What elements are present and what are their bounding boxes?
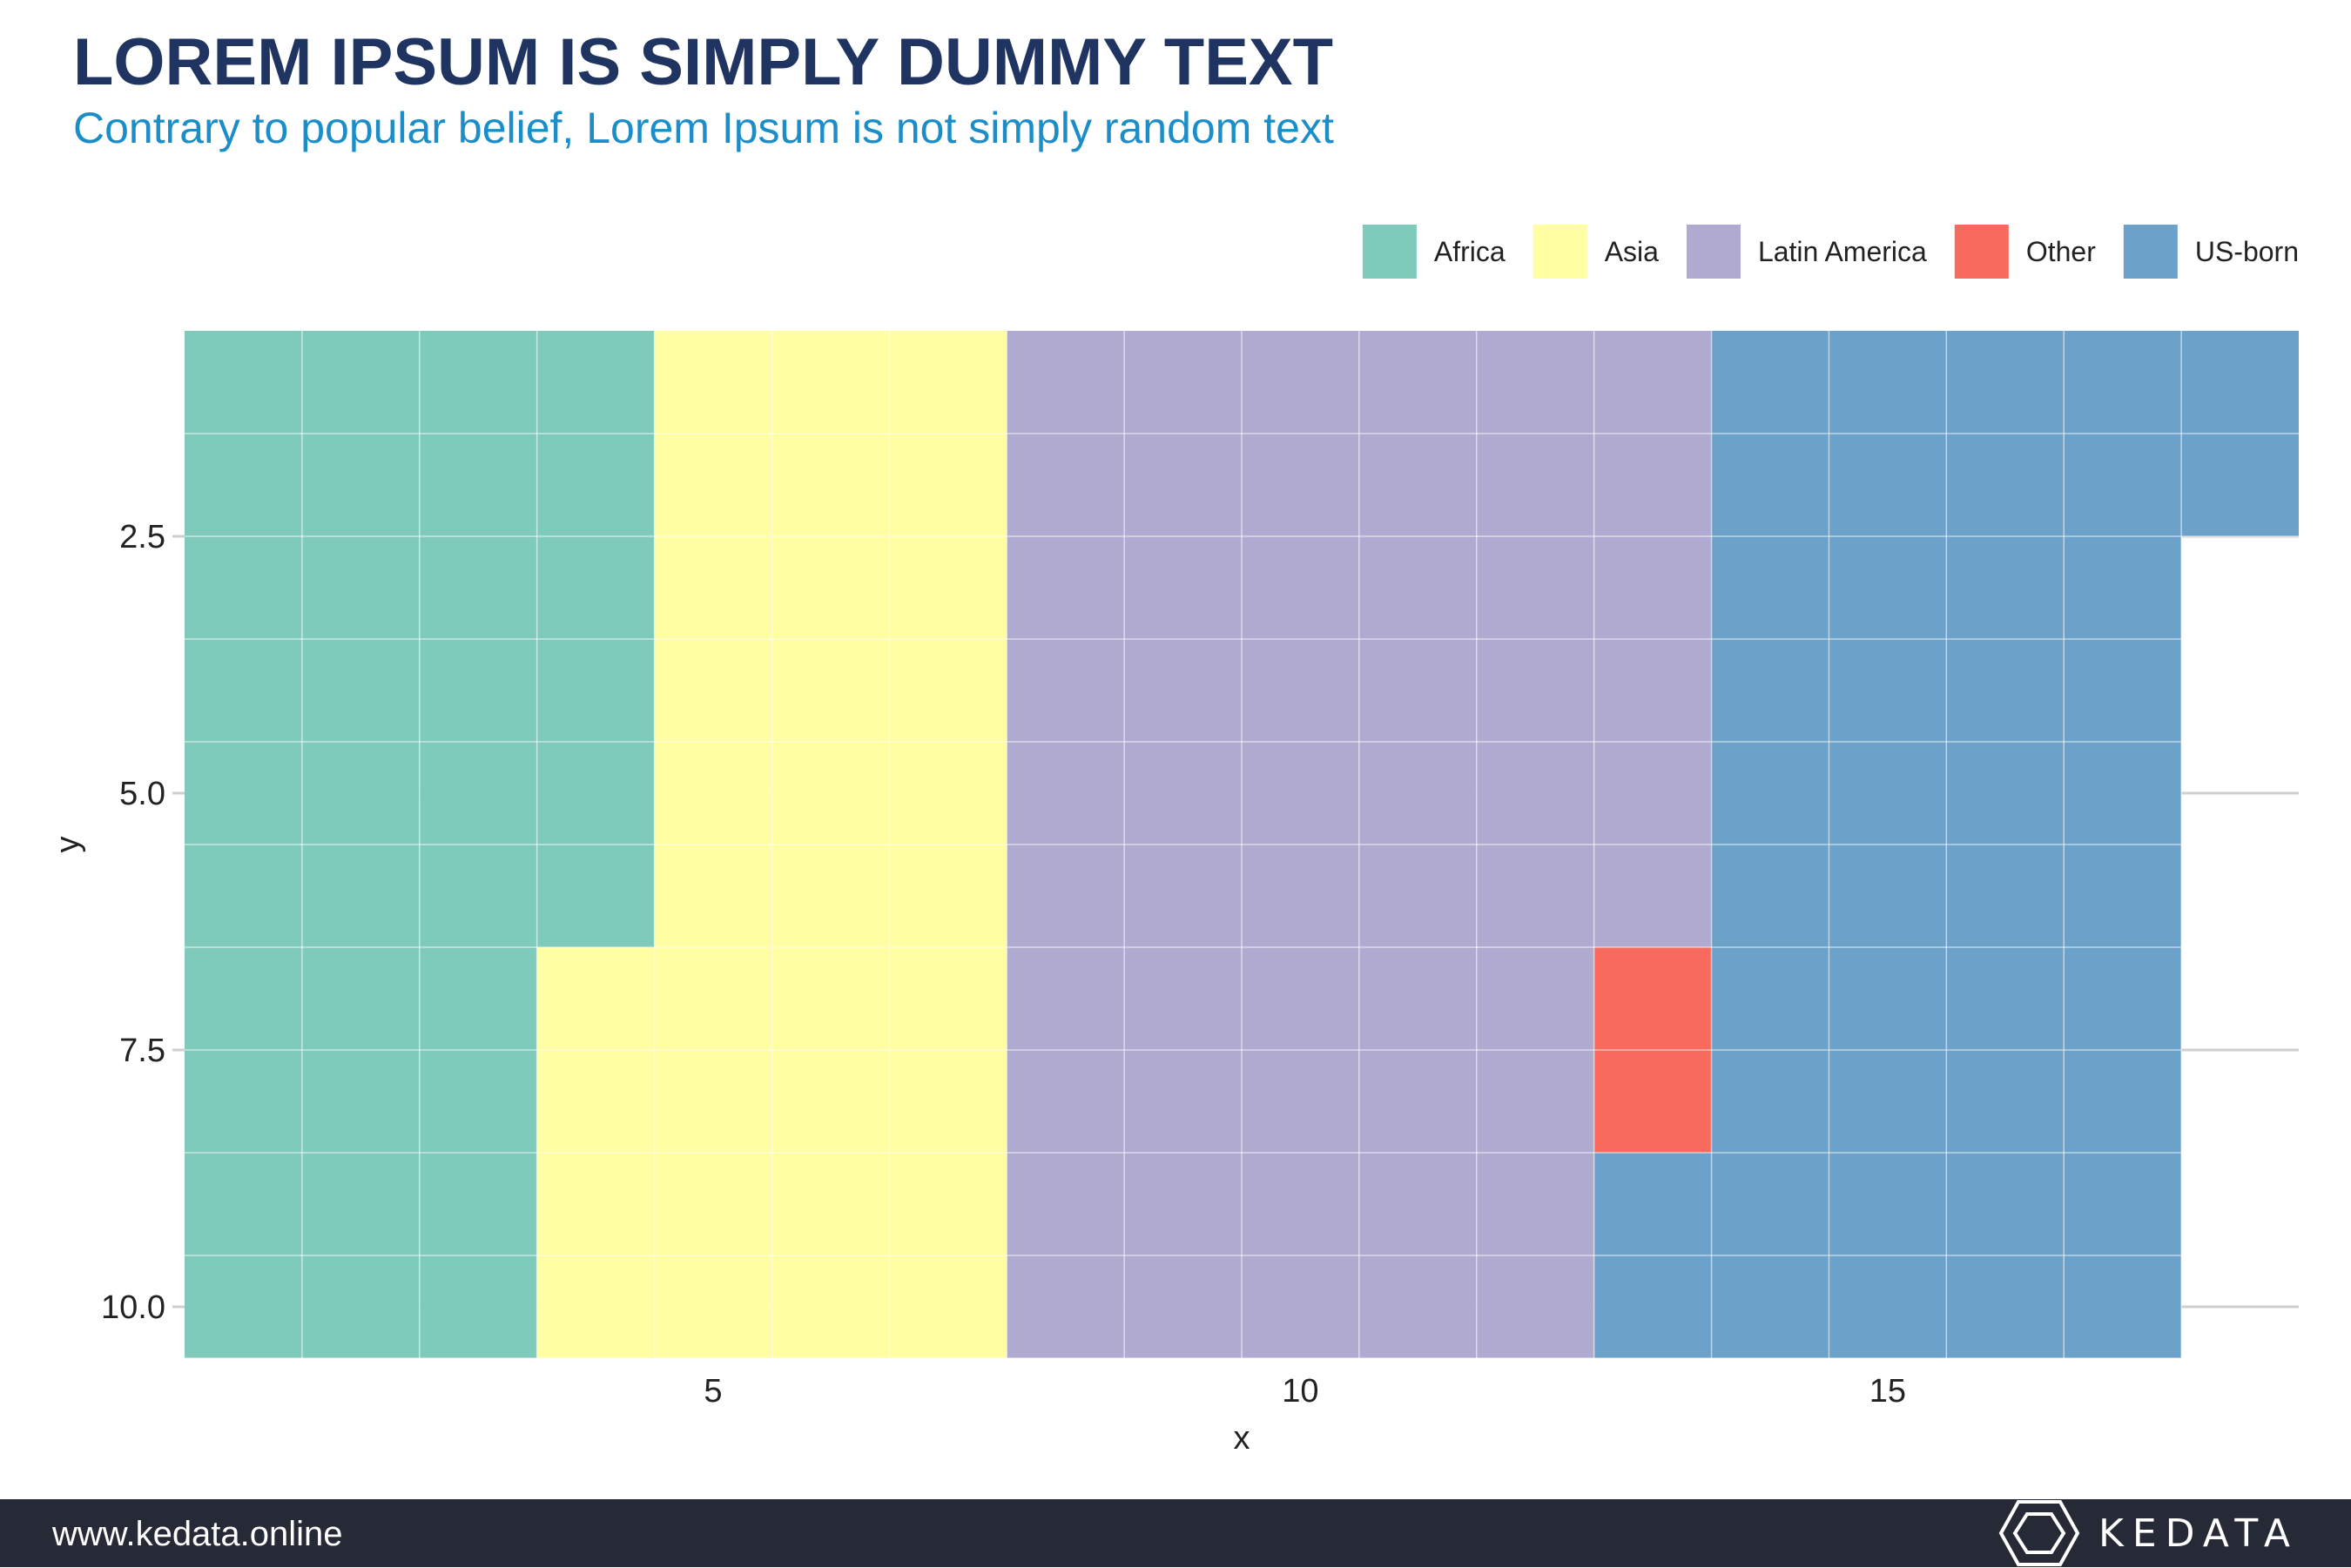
legend-swatch — [2123, 225, 2178, 279]
axes: 2.5 5.0 7.5 10.0 5 10 15 x y — [50, 519, 1906, 1457]
chart-subtitle: Contrary to popular belief, Lorem Ipsum … — [73, 104, 1334, 152]
legend-label: Other — [2026, 236, 2096, 267]
chart-canvas: 2.5 5.0 7.5 10.0 5 10 15 x y Africa Asia Latin Ame… — [50, 225, 2299, 1457]
legend-swatch — [1362, 225, 1417, 279]
footer-url[interactable]: www.kedata.online — [52, 1515, 343, 1553]
legend-label: Africa — [1434, 236, 1506, 267]
x-axis-label: x — [1234, 1420, 1250, 1457]
y-tick-label: 2.5 — [119, 519, 165, 555]
legend: Africa Asia Latin America Other US-born — [1362, 225, 2299, 279]
legend-swatch — [1954, 225, 2009, 279]
tile-borders — [185, 331, 2299, 1359]
footer-bar: www.kedata.online KEDATA — [0, 1499, 2351, 1567]
y-tick-label: 5.0 — [119, 776, 165, 812]
x-tick-label: 10 — [1282, 1373, 1318, 1410]
legend-swatch — [1533, 225, 1587, 279]
legend-label: Asia — [1605, 236, 1659, 267]
y-axis-label: y — [50, 837, 86, 853]
hexagon-logo-icon — [1998, 1500, 2080, 1566]
brand-logo: KEDATA — [1997, 1500, 2299, 1566]
legend-label: US-born — [2195, 236, 2299, 267]
legend-label: Latin America — [1758, 236, 1927, 267]
chart-title: LOREM IPSUM IS SIMPLY DUMMY TEXT — [73, 25, 1334, 99]
x-tick-label: 15 — [1869, 1373, 1906, 1410]
legend-swatch — [1686, 225, 1741, 279]
footer-brand: KEDATA — [2098, 1511, 2299, 1556]
y-tick-label: 10.0 — [101, 1289, 165, 1326]
y-tick-label: 7.5 — [119, 1033, 165, 1069]
x-tick-label: 5 — [704, 1373, 722, 1410]
